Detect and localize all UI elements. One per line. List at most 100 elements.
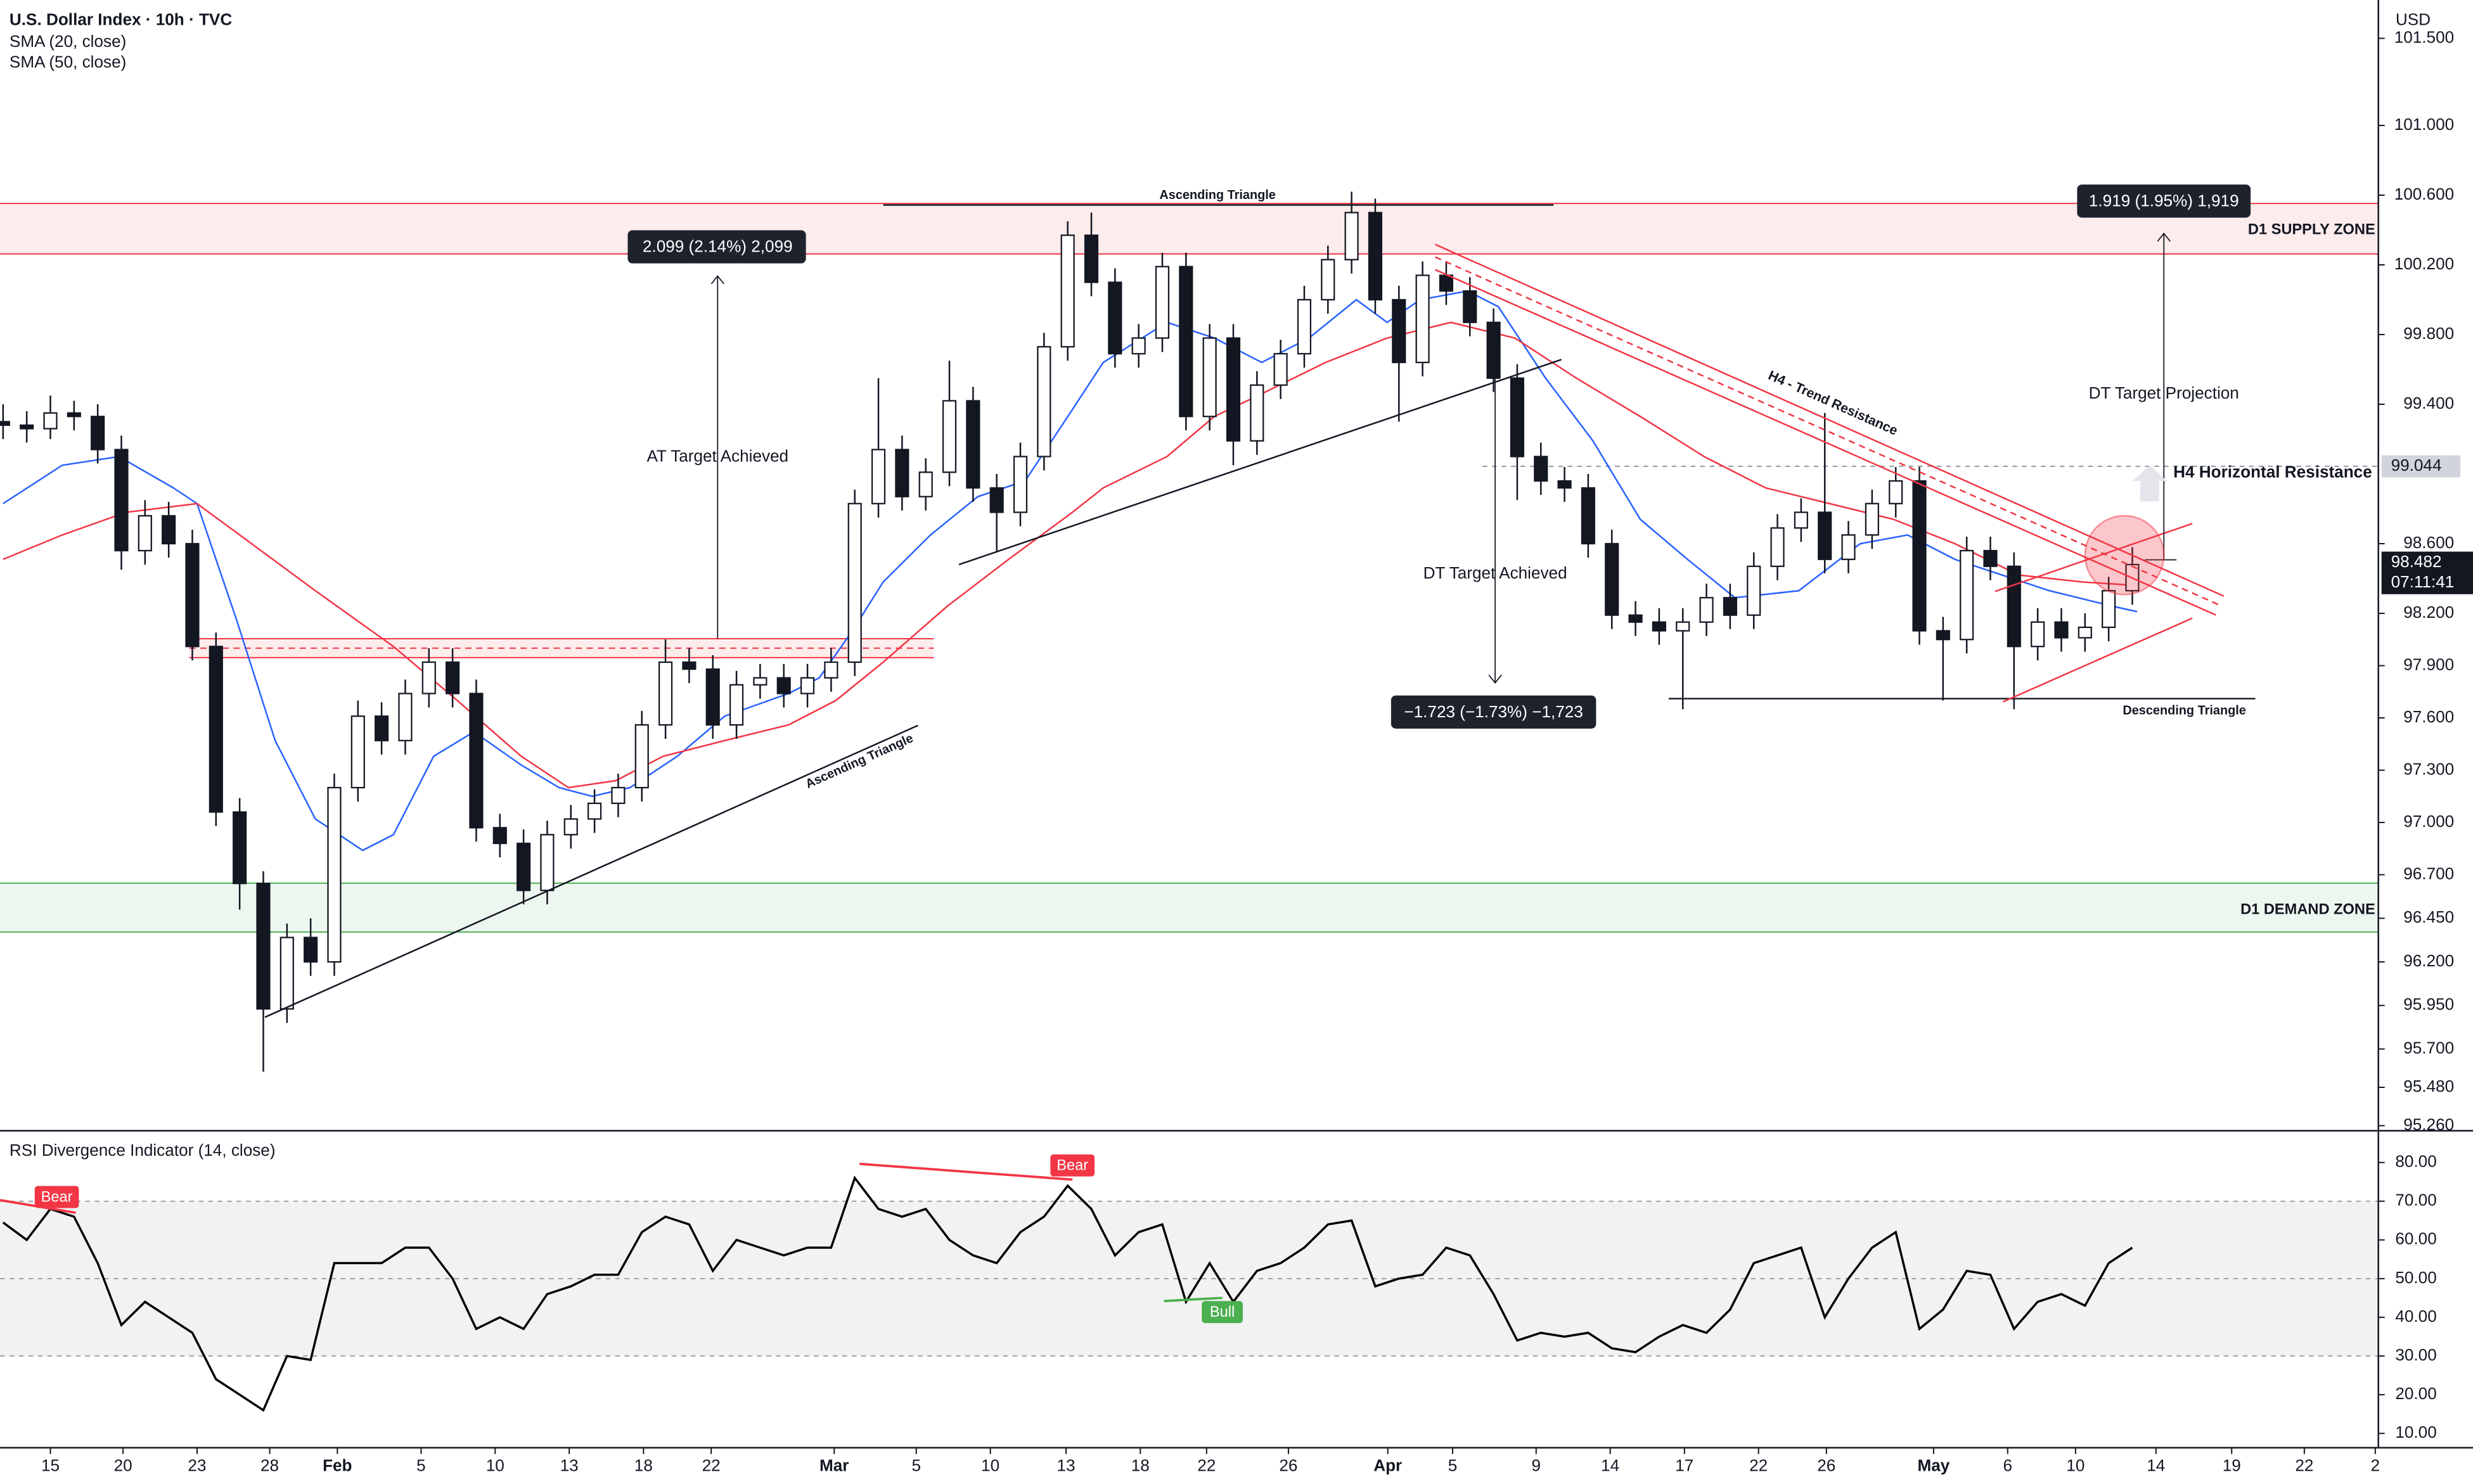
x-tick-label: 15 — [41, 1456, 60, 1475]
candle-body — [43, 412, 58, 430]
x-tick-label: 22 — [1197, 1456, 1216, 1475]
candle-body — [682, 661, 697, 670]
y-tick-label: 96.450 — [2403, 907, 2454, 926]
trend-line — [264, 724, 918, 1018]
y-tick-label: 80.00 — [2395, 1152, 2436, 1171]
measure-box — [627, 230, 806, 264]
candle-body — [1013, 456, 1028, 513]
candle-body — [540, 834, 555, 892]
y-tick-label: 30.00 — [2395, 1345, 2436, 1364]
x-tick-label: May — [1917, 1456, 1949, 1475]
zone-label: D1 DEMAND ZONE — [2240, 901, 2375, 918]
candle-body — [1060, 234, 1075, 348]
y-tick-label: 10.00 — [2395, 1423, 2436, 1442]
candle-body — [1179, 265, 1193, 418]
legend-entry: SMA (50, close) — [10, 52, 126, 71]
divergence-line — [1164, 1296, 1223, 1303]
candle-body — [918, 471, 933, 497]
marker-label: Bear — [1057, 1158, 1088, 1174]
candle-body — [729, 684, 744, 726]
countdown: 07:11:41 — [2391, 572, 2455, 591]
candle-body — [1723, 597, 1737, 616]
measure-label: 2.099 (2.14%) 2,099 — [643, 237, 793, 256]
candle-body — [1628, 614, 1643, 623]
y-tick-label: 96.700 — [2403, 864, 2454, 883]
candle-body — [1794, 511, 1808, 529]
candle-body — [563, 818, 578, 836]
x-tick-label: 9 — [1532, 1456, 1541, 1475]
y-tick-label: 98.600 — [2403, 533, 2454, 552]
chart-title: U.S. Dollar Index · 10h · TVC — [10, 10, 232, 29]
candle-body — [375, 715, 389, 741]
zone-label: D1 SUPPLY ZONE — [2248, 222, 2375, 238]
x-tick-label: 18 — [634, 1456, 653, 1475]
marker-label: Bull — [1210, 1304, 1235, 1321]
candle-body — [91, 416, 105, 451]
x-tick-label: 5 — [416, 1456, 426, 1475]
x-tick-label: 14 — [2147, 1456, 2165, 1475]
x-tick-label: Feb — [323, 1456, 352, 1475]
candle-body — [942, 400, 957, 473]
candle-body — [847, 502, 862, 663]
candle-body — [966, 400, 980, 489]
y-tick-label: 97.000 — [2403, 812, 2454, 831]
axis-label: USD — [2396, 10, 2431, 29]
x-tick-label: 14 — [1601, 1456, 1619, 1475]
candle-body — [871, 449, 886, 504]
candle-body — [256, 883, 271, 1010]
y-tick-label: 100.600 — [2394, 184, 2454, 203]
demand-zone — [0, 883, 2379, 932]
annotation: H4 Horizontal Resistance — [2173, 463, 2372, 482]
candle-body — [1273, 353, 1288, 386]
candle-body — [776, 677, 791, 694]
candle-body — [67, 412, 81, 418]
marker-box — [1202, 1301, 1243, 1324]
y-tick-label: 101.500 — [2394, 27, 2454, 46]
candle-body — [1155, 265, 1170, 339]
candle-body — [753, 677, 768, 686]
candle-body — [1131, 337, 1146, 355]
arrow-head — [1488, 674, 1502, 684]
measure-label: 1.919 (1.95%) 1,919 — [2089, 191, 2239, 210]
candle-body — [1605, 542, 1619, 616]
y-tick-label: 96.200 — [2403, 951, 2454, 970]
x-tick-label: 22 — [2295, 1456, 2313, 1475]
y-tick-label: 98.200 — [2403, 603, 2454, 622]
candle-body — [1415, 274, 1430, 364]
x-tick-label: 10 — [486, 1456, 504, 1475]
candle-body — [233, 811, 247, 885]
pane-title: RSI Divergence Indicator (14, close) — [10, 1141, 276, 1160]
x-tick-label: 5 — [911, 1456, 921, 1475]
candle-body — [1037, 346, 1051, 457]
up-arrow — [2132, 465, 2168, 502]
arrow-head — [2157, 232, 2171, 242]
y-tick-label: 95.480 — [2403, 1077, 2454, 1096]
level-badge — [2381, 455, 2461, 478]
y-tick-label: 95.700 — [2403, 1038, 2454, 1057]
candle-body — [1202, 337, 1217, 418]
x-tick-label: 10 — [2066, 1456, 2084, 1475]
candle-body — [1321, 259, 1335, 301]
candle-body — [1534, 456, 1548, 482]
marker-box — [1050, 1154, 1095, 1177]
candle-body — [1960, 549, 1974, 641]
marker-label: Bear — [41, 1189, 73, 1206]
trend-line — [1435, 243, 2225, 597]
candle-body — [1226, 337, 1241, 442]
candle-body — [138, 515, 152, 552]
candle-body — [1983, 549, 1998, 567]
candle-body — [350, 715, 365, 789]
annotation: DT Target Achieved — [1423, 563, 1567, 582]
candle-body — [2007, 565, 2021, 648]
candle-body — [1841, 534, 1856, 560]
x-tick-label: Apr — [1373, 1456, 1402, 1475]
candle-body — [517, 842, 531, 892]
candle-body — [1865, 502, 1879, 536]
price-badge — [2381, 551, 2473, 594]
candle-body — [658, 661, 673, 726]
y-tick-label: 101.000 — [2394, 115, 2454, 134]
candle-body — [705, 668, 720, 726]
trend-line — [2002, 617, 2193, 703]
measure-label: −1.723 (−1.73%) −1,723 — [1404, 702, 1583, 721]
